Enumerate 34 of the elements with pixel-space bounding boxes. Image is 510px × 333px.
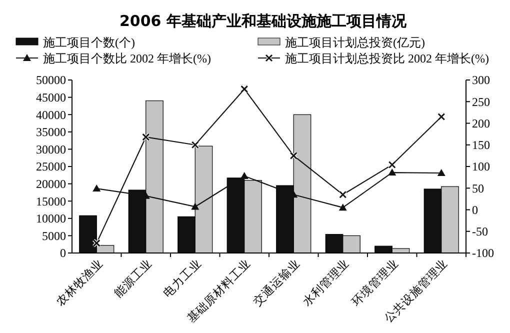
point [437,168,446,176]
y-tick-label: 45000 [36,90,66,104]
y-tick-label: 30000 [36,142,66,156]
y2-tick-label: 250 [472,94,490,109]
point [191,202,200,210]
y2-tick-label: 150 [472,138,490,152]
x-tick-label: 交通运输业 [250,256,303,308]
x-tick-label: 水利管理业 [300,256,352,308]
y-tick-label: 15000 [36,194,66,208]
y-tick-label: 25000 [36,160,66,174]
point [92,184,101,192]
y2-tick-label: -50 [472,224,488,239]
y2-tick-label: 50 [472,181,484,196]
y-tick-label: 10000 [36,212,66,226]
y2-tick-label: 300 [472,73,490,88]
y2-tick-label: 0 [472,202,478,217]
y-tick-label: 20000 [36,177,66,191]
point [338,204,347,211]
x-tick-label: 能源工业 [112,256,155,300]
legend-label: 施工项目个数(个) [43,36,135,50]
point [240,172,248,180]
y2-tick-label: -100 [472,246,494,260]
y2-tick-label: 100 [472,160,490,174]
y-tick-label: 5000 [42,228,66,243]
x-tick-label: 电力工业 [160,256,204,300]
chart-title: 2006 年基础产业和基础设施施工项目情况 [120,12,408,30]
legend-label: 施工项目个数比 2002 年增长(%) [43,52,211,66]
point [388,168,396,176]
y2-tick-label: 200 [472,116,490,130]
legend-label: 施工项目计划总投资比 2002 年增长(%) [285,52,489,66]
legend-label: 施工项目计划总投资(亿元) [285,36,425,50]
y-tick-label: 40000 [36,108,66,122]
y-tick-label: 50000 [36,73,66,88]
y-tick-label: 35000 [36,125,66,140]
